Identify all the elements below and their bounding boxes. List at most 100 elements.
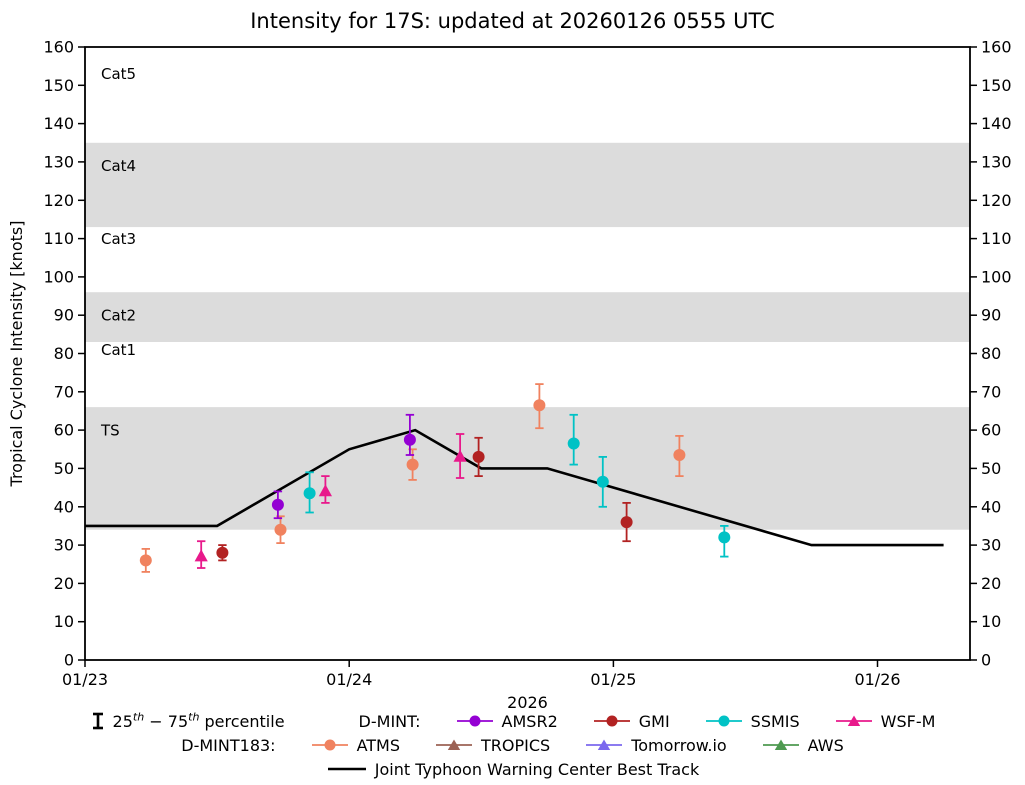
legend-item-label: ATMS bbox=[356, 735, 401, 755]
category-label: Cat3 bbox=[101, 230, 136, 248]
series-ssmis bbox=[303, 413, 731, 558]
dmint183-group-label: D-MINT183: bbox=[181, 735, 276, 755]
legend-percentile: 25th − 75th percentile bbox=[90, 711, 285, 731]
legend-item-ssmis: SSMIS bbox=[704, 712, 800, 731]
y-tick-label-right: 130 bbox=[981, 152, 1012, 171]
legend-item-label: WSF-M bbox=[880, 711, 936, 731]
aws-marker-icon bbox=[762, 739, 799, 750]
legend-item-atms: ATMS bbox=[310, 736, 400, 755]
x-axis-label: 2026 bbox=[507, 693, 548, 712]
y-tick-label-left: 90 bbox=[54, 306, 74, 325]
legend-item-label: GMI bbox=[638, 711, 670, 731]
category-labels: Cat5 Cat4 Cat3 Cat2 Cat1 TS bbox=[100, 65, 136, 439]
amsr2-marker-icon bbox=[456, 715, 493, 727]
atms-marker-icon bbox=[311, 739, 348, 751]
best-track-line bbox=[85, 428, 944, 547]
x-axis: 01/23 01/24 01/25 01/26 bbox=[62, 660, 901, 689]
y-tick-label-right: 80 bbox=[981, 344, 1001, 363]
legend-item-aws: AWS bbox=[761, 736, 844, 755]
percentile-mid: − 75 bbox=[144, 711, 189, 731]
legend-item-amsr2: AMSR2 bbox=[455, 712, 558, 731]
percentile-sup1: th bbox=[132, 710, 145, 724]
y-axis-label: Tropical Cyclone Intensity [knots] bbox=[7, 221, 26, 488]
x-tick-label: 01/24 bbox=[326, 670, 372, 689]
x-tick-label: 01/23 bbox=[62, 670, 108, 689]
category-label: Cat5 bbox=[101, 65, 136, 83]
legend-item-label: Tomorrow.io bbox=[631, 735, 727, 755]
x-tick-label: 01/25 bbox=[590, 670, 636, 689]
chart-title: Intensity for 17S: updated at 20260126 0… bbox=[250, 9, 775, 33]
dmint-group-label: D-MINT: bbox=[358, 711, 421, 731]
percentile-post: percentile bbox=[199, 711, 285, 731]
percentile-pre: 25 bbox=[112, 711, 133, 731]
plot-frame bbox=[84, 46, 971, 661]
y-tick-label-right: 100 bbox=[981, 267, 1012, 286]
y-tick-label-right: 10 bbox=[981, 612, 1001, 631]
y-tick-label-left: 30 bbox=[54, 536, 74, 555]
category-bands bbox=[85, 142, 970, 530]
y-tick-label-right: 110 bbox=[981, 229, 1012, 248]
gmi-marker-icon bbox=[593, 715, 630, 727]
legend-item-best-track: Joint Typhoon Warning Center Best Track bbox=[326, 759, 700, 779]
legend-item-tomorrow-io: Tomorrow.io bbox=[584, 735, 727, 755]
y-tick-label-right: 40 bbox=[981, 497, 1001, 516]
legend-item-wsf-m: WSF-M bbox=[834, 711, 936, 731]
percentile-label: 25th − 75th percentile bbox=[112, 710, 285, 731]
y-tick-label-right: 70 bbox=[981, 382, 1001, 401]
y-tick-label-left: 150 bbox=[43, 76, 74, 95]
legend-row-3: Joint Typhoon Warning Center Best Track bbox=[0, 757, 1025, 781]
legend-item-tropics: TROPICS bbox=[434, 736, 550, 755]
y-tick-label-left: 120 bbox=[43, 191, 74, 210]
legend-item-label: TROPICS bbox=[481, 735, 551, 755]
legend: 25th − 75th percentile D-MINT: AMSR2 GMI S… bbox=[0, 709, 1025, 781]
y-tick-label-left: 110 bbox=[43, 229, 74, 248]
y-tick-label-right: 90 bbox=[981, 306, 1001, 325]
category-band bbox=[85, 292, 970, 342]
category-band bbox=[85, 142, 970, 228]
legend-item-gmi: GMI bbox=[592, 712, 670, 731]
x-tick-label: 01/26 bbox=[854, 670, 900, 689]
y-tick-label-left: 60 bbox=[54, 421, 74, 440]
best-track-line-icon bbox=[327, 767, 366, 771]
y-tick-label-left: 20 bbox=[54, 574, 74, 593]
errorbar-icon bbox=[92, 712, 103, 730]
series-gmi bbox=[216, 436, 633, 562]
percentile-sup2: th bbox=[188, 710, 200, 724]
y-tick-label-left: 160 bbox=[43, 38, 74, 57]
category-label: Cat2 bbox=[101, 306, 136, 324]
category-label: Cat4 bbox=[101, 157, 136, 175]
dmint-items: AMSR2 GMI SSMIS WSF-M bbox=[455, 711, 936, 731]
y-tick-label-right: 150 bbox=[981, 76, 1012, 95]
y-tick-label-left: 100 bbox=[43, 267, 74, 286]
legend-item-label: AMSR2 bbox=[501, 711, 558, 731]
y-tick-label-right: 0 bbox=[981, 651, 991, 670]
y-tick-label-left: 10 bbox=[54, 612, 74, 631]
series-atms bbox=[139, 383, 686, 573]
legend-item-label: SSMIS bbox=[750, 711, 800, 731]
y-tick-label-left: 70 bbox=[54, 382, 74, 401]
y-tick-label-right: 50 bbox=[981, 459, 1001, 478]
category-label: TS bbox=[100, 421, 120, 439]
category-label: Cat1 bbox=[101, 341, 136, 359]
y-tick-label-left: 40 bbox=[54, 497, 74, 516]
chart-canvas: Cat5 Cat4 Cat3 Cat2 Cat1 TS 0 0 10 10 20 20 30 30 40 40… bbox=[7, 38, 1012, 713]
ssmis-marker-icon bbox=[705, 715, 742, 727]
dmint183-items: ATMS TROPICS Tomorrow.io AWS bbox=[310, 736, 844, 755]
tomorrow-io-marker-icon bbox=[586, 739, 623, 750]
y-tick-label-right: 30 bbox=[981, 536, 1001, 555]
legend-row-1: 25th − 75th percentile D-MINT: AMSR2 GMI S… bbox=[0, 709, 1025, 733]
best-track-label: Joint Typhoon Warning Center Best Track bbox=[374, 759, 700, 779]
series-amsr2 bbox=[271, 413, 416, 520]
y-tick-label-right: 20 bbox=[981, 574, 1001, 593]
series-wsf-m bbox=[194, 433, 467, 569]
y-axis: 0 0 10 10 20 20 30 30 40 40 50 50 60 60 70 70 80 80 90 90 10… bbox=[43, 38, 1011, 670]
legend-row-2: D-MINT183: ATMS TROPICS Tomorrow.io AWS bbox=[0, 733, 1025, 757]
y-tick-label-right: 120 bbox=[981, 191, 1012, 210]
y-tick-label-right: 160 bbox=[981, 38, 1012, 57]
wsf-m-marker-icon bbox=[835, 715, 872, 726]
legend-item-label: AWS bbox=[807, 735, 844, 755]
y-tick-label-left: 130 bbox=[43, 152, 74, 171]
y-tick-label-right: 60 bbox=[981, 421, 1001, 440]
y-tick-label-left: 50 bbox=[54, 459, 74, 478]
